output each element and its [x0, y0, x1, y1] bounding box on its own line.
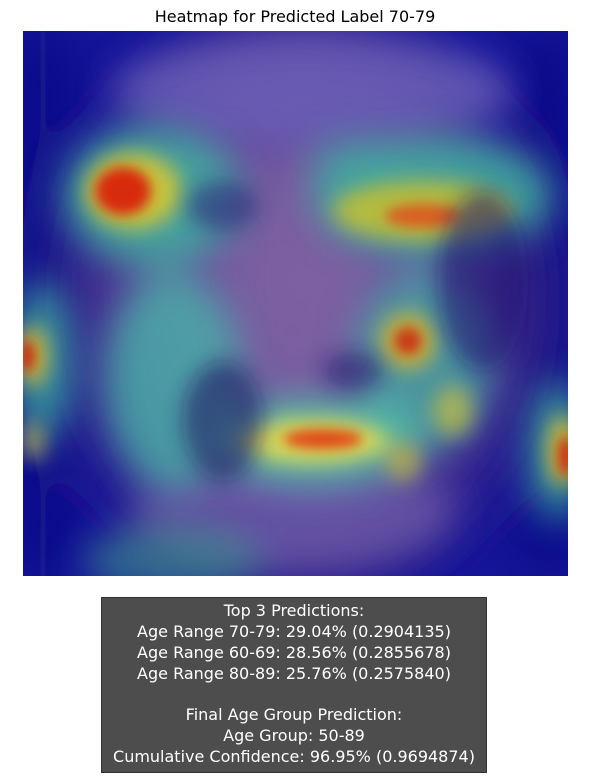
- figure-title: Heatmap for Predicted Label 70-79: [154, 7, 436, 26]
- top-predictions-header: Top 3 Predictions:: [223, 601, 365, 620]
- prediction-item: Age Range 70-79: 29.04% (0.2904135): [137, 622, 451, 641]
- predictions-info-box: Top 3 Predictions: Age Range 70-79: 29.0…: [101, 597, 487, 773]
- final-prediction-header: Final Age Group Prediction:: [185, 705, 403, 724]
- cumulative-confidence: Cumulative Confidence: 96.95% (0.9694874…: [113, 747, 475, 766]
- prediction-item: Age Range 80-89: 25.76% (0.2575840): [137, 664, 451, 683]
- age-group-value: Age Group: 50-89: [223, 726, 365, 745]
- face-heatmap-image: [23, 31, 568, 576]
- prediction-item: Age Range 60-69: 28.56% (0.2855678): [137, 643, 451, 662]
